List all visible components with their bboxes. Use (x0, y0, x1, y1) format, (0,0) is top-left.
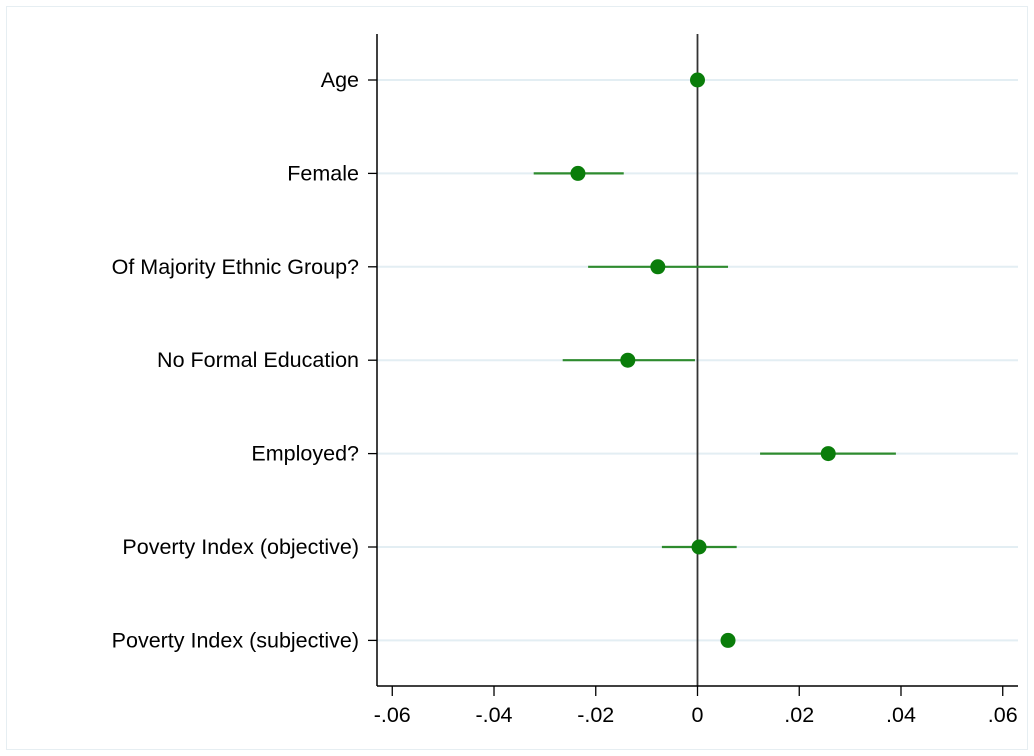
point-estimate (690, 72, 705, 88)
category-label: Of Majority Ethnic Group? (112, 255, 359, 279)
point-estimate (691, 539, 707, 555)
x-tick-label: 0 (692, 703, 704, 727)
category-label: Poverty Index (objective) (122, 535, 359, 559)
category-label: No Formal Education (157, 348, 359, 372)
x-tick-label: .02 (784, 703, 814, 727)
x-tick-label: .06 (988, 703, 1018, 727)
point-estimates (570, 72, 836, 648)
point-estimate (570, 165, 586, 181)
x-tick-label: -.04 (475, 703, 512, 727)
point-estimate (720, 632, 736, 648)
x-tick-label: -.06 (374, 703, 411, 727)
point-estimate (820, 446, 836, 462)
category-labels: Age Female Of Majority Ethnic Group? No For… (112, 68, 359, 652)
category-label: Female (287, 161, 359, 185)
point-estimate (650, 259, 666, 275)
x-tick-label: -.02 (577, 703, 614, 727)
axes (368, 34, 1018, 696)
category-label: Employed? (251, 442, 359, 466)
category-label: Poverty Index (subjective) (112, 628, 359, 652)
x-tick-labels: -.06 -.04 -.02 0 .02 .04 .06 (374, 703, 1018, 727)
point-estimate (620, 352, 636, 368)
x-tick-label: .04 (886, 703, 916, 727)
category-label: Age (321, 68, 359, 92)
chart-frame (6, 6, 1028, 750)
